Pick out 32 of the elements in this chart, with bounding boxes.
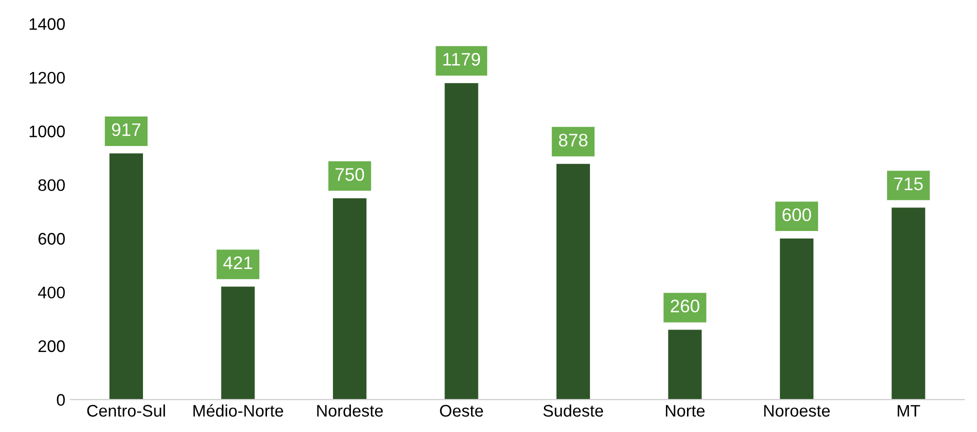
y-tick-label: 1200 bbox=[30, 72, 65, 84]
data-label: 878 bbox=[558, 134, 588, 147]
x-tick-label: Oeste bbox=[440, 404, 483, 417]
data-label: 421 bbox=[223, 256, 252, 270]
data-label: 260 bbox=[670, 300, 700, 312]
x-tick-label: Noroeste bbox=[764, 405, 830, 417]
x-tick-label: Sudeste bbox=[543, 404, 604, 417]
data-label: 715 bbox=[894, 178, 923, 190]
data-label: 750 bbox=[336, 168, 364, 181]
y-tick-label: 400 bbox=[38, 286, 65, 298]
bar bbox=[556, 164, 590, 400]
bar bbox=[221, 286, 255, 400]
bar bbox=[332, 198, 366, 400]
bar bbox=[892, 208, 926, 400]
y-tick-label: 800 bbox=[38, 179, 65, 192]
x-tick-label: Nordeste bbox=[317, 404, 383, 417]
data-label: 917 bbox=[112, 123, 140, 136]
bar bbox=[109, 153, 143, 400]
x-tick-label: Norte bbox=[666, 405, 705, 417]
bar bbox=[780, 238, 814, 400]
x-tick-label: Centro-Sul bbox=[87, 404, 165, 417]
x-tick-label: Médio-Norte bbox=[193, 404, 284, 417]
data-label: 600 bbox=[782, 208, 812, 222]
data-label: 1179 bbox=[443, 52, 480, 66]
y-tick-label: 1400 bbox=[30, 18, 65, 30]
y-tick-label: 600 bbox=[38, 232, 65, 245]
bar bbox=[668, 330, 702, 400]
y-tick-label: 1000 bbox=[30, 126, 65, 138]
x-tick-label: MT bbox=[898, 405, 920, 417]
y-tick-label: 200 bbox=[38, 340, 65, 352]
bar bbox=[444, 83, 478, 400]
y-tick-label: 0 bbox=[56, 394, 65, 406]
